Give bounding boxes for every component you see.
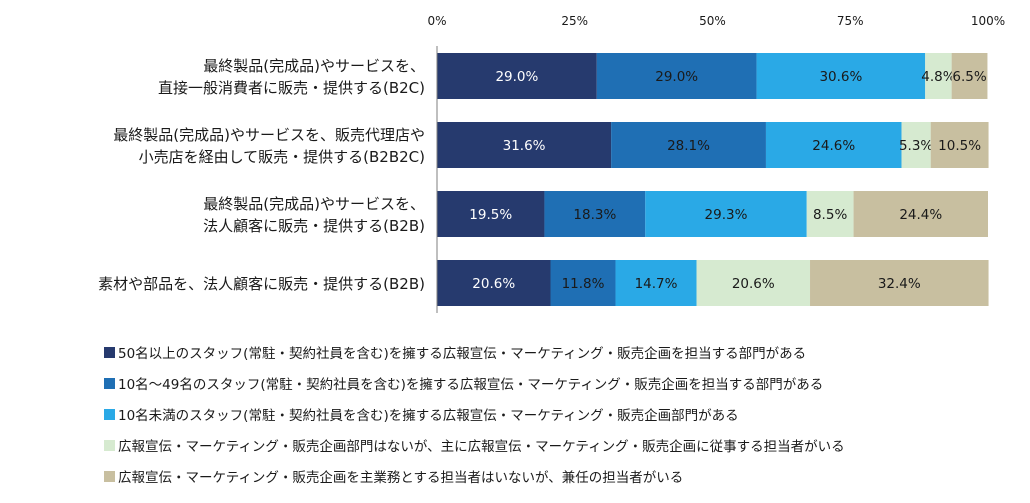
legend-item: 10名～49名のスタッフ(常駐・契約社員を含む)を擁する広報宣伝・マーケティング…: [104, 373, 845, 393]
category-label: 最終製品(完成品)やサービスを、: [203, 57, 425, 75]
bar-segment: [951, 53, 988, 99]
legend-swatch: [104, 346, 115, 358]
data-label: 20.6%: [732, 276, 775, 292]
data-label: 6.5%: [952, 69, 986, 85]
data-label: 31.6%: [503, 138, 546, 154]
data-label: 19.5%: [469, 207, 512, 223]
category-label: 素材や部品を、法人顧客に販売・提供する(B2B): [98, 275, 425, 293]
bar-segment: [930, 122, 989, 168]
legend-swatch: [104, 408, 115, 420]
bar-segment: [806, 191, 854, 237]
bar-segment: [437, 260, 551, 306]
legend-label: 50名以上のスタッフ(常駐・契約社員を含む)を擁する広報宣伝・マーケティング・販…: [118, 346, 807, 362]
bar-segment: [901, 122, 931, 168]
bar-segment: [596, 53, 757, 99]
legend-item: 広報宣伝・マーケティング・販売企画部門はないが、主に広報宣伝・マーケティング・販…: [104, 435, 845, 455]
bar-segment: [437, 53, 597, 99]
data-label: 29.0%: [655, 69, 698, 85]
bar-segment: [853, 191, 988, 237]
x-tick-label: 50%: [699, 14, 726, 28]
x-tick-label: 75%: [837, 14, 864, 28]
legend-swatch: [104, 470, 115, 482]
data-label: 20.6%: [472, 276, 515, 292]
bar-segment: [810, 260, 989, 306]
data-label: 14.7%: [635, 276, 678, 292]
data-label: 4.8%: [921, 69, 955, 85]
bar-segment: [925, 53, 952, 99]
bar-segment: [696, 260, 811, 306]
data-label: 24.4%: [899, 207, 942, 223]
x-tick-label: 25%: [561, 14, 588, 28]
category-label: 小売店を経由して販売・提供する(B2B2C): [139, 148, 425, 166]
bar-segment: [645, 191, 807, 237]
data-label: 10.5%: [938, 138, 981, 154]
stacked-bar-chart: 0% 25% 50% 75% 100% 29.0% 29.0% 30.6% 4.8%6.5% 最終…: [98, 14, 1005, 313]
data-label: 18.3%: [573, 207, 616, 223]
bar-segment: [437, 122, 612, 168]
bar-segment: [615, 260, 697, 306]
x-tick-label: 0%: [427, 14, 446, 28]
data-label: 8.5%: [813, 207, 847, 223]
data-label: 5.3%: [899, 138, 933, 154]
data-label: 30.6%: [819, 69, 862, 85]
legend-item: 50名以上のスタッフ(常駐・契約社員を含む)を擁する広報宣伝・マーケティング・販…: [104, 342, 845, 362]
category-label: 最終製品(完成品)やサービスを、販売代理店や: [113, 126, 425, 144]
bar-segment: [544, 191, 646, 237]
bar-segment: [437, 191, 545, 237]
data-label: 28.1%: [667, 138, 710, 154]
legend-item: 広報宣伝・マーケティング・販売企画を主業務とする担当者はいないが、兼任の担当者が…: [104, 466, 845, 486]
legend-swatch: [104, 377, 115, 389]
legend-label: 広報宣伝・マーケティング・販売企画部門はないが、主に広報宣伝・マーケティング・販…: [118, 439, 845, 455]
category-label: 最終製品(完成品)やサービスを、: [203, 195, 425, 213]
legend-label: 10名未満のスタッフ(常駐・契約社員を含む)を擁する広報宣伝・マーケティング・販…: [118, 408, 739, 424]
legend-item: 10名未満のスタッフ(常駐・契約社員を含む)を擁する広報宣伝・マーケティング・販…: [104, 404, 845, 424]
legend-label: 10名～49名のスタッフ(常駐・契約社員を含む)を擁する広報宣伝・マーケティング…: [118, 377, 824, 393]
chart-legend: 50名以上のスタッフ(常駐・契約社員を含む)を擁する広報宣伝・マーケティング・販…: [104, 342, 845, 497]
data-label: 32.4%: [878, 276, 921, 292]
data-label: 29.0%: [495, 69, 538, 85]
category-label: 直接一般消費者に販売・提供する(B2C): [158, 79, 425, 97]
data-label: 29.3%: [705, 207, 748, 223]
legend-label: 広報宣伝・マーケティング・販売企画を主業務とする担当者はいないが、兼任の担当者が…: [118, 470, 684, 486]
bar-segment: [756, 53, 926, 99]
legend-swatch: [104, 439, 115, 451]
bar-segment: [550, 260, 616, 306]
data-label: 24.6%: [812, 138, 855, 154]
category-label: 法人顧客に販売・提供する(B2B): [203, 217, 425, 235]
bar-segment: [765, 122, 902, 168]
data-label: 11.8%: [562, 276, 605, 292]
bar-segment: [611, 122, 766, 168]
x-tick-label: 100%: [971, 14, 1005, 28]
